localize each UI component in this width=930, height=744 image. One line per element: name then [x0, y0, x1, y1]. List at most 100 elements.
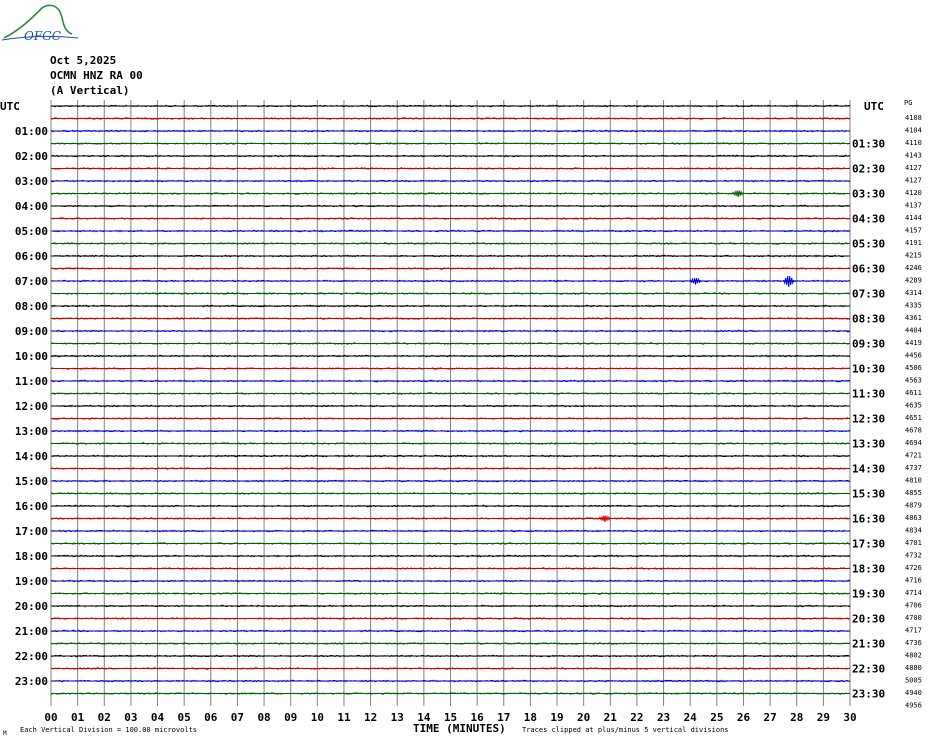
- trace-offset-label: 4732: [905, 552, 922, 560]
- seismic-trace: [51, 454, 851, 458]
- seismic-trace: [50, 679, 851, 683]
- trace-offset-label: 4678: [905, 427, 922, 435]
- trace-offset-label: 4706: [905, 602, 922, 610]
- seismic-trace: [50, 404, 851, 408]
- trace-offset-label: 4419: [905, 339, 922, 347]
- trace-offset-label: 4289: [905, 277, 922, 285]
- hour-label-right: 08:30: [852, 313, 885, 326]
- logo-arc: [3, 4, 73, 39]
- trace-offset-label: 4143: [905, 152, 922, 160]
- seismic-trace: [50, 241, 851, 245]
- trace-offset-label: 4456: [905, 352, 922, 360]
- seismic-trace: [50, 229, 851, 233]
- hour-label-right: 17:30: [852, 538, 885, 551]
- trace-offset-label: 4335: [905, 302, 922, 310]
- hour-label-right: 10:30: [852, 363, 885, 376]
- seismic-event: [732, 190, 744, 198]
- x-tick-label: 21: [604, 711, 618, 724]
- trace-offset-label: 4127: [905, 177, 922, 185]
- trace-offset-label: 4120: [905, 189, 922, 197]
- trace-offset-label: 4611: [905, 389, 922, 397]
- trace-offset-label: 4726: [905, 564, 922, 572]
- hour-label-left: 03:00: [15, 175, 48, 188]
- trace-offset-label: 4404: [905, 327, 922, 335]
- x-tick-label: 25: [710, 711, 723, 724]
- seismic-trace: [50, 441, 850, 446]
- trace-offset-label: 4736: [905, 639, 922, 647]
- seismic-trace: [50, 129, 851, 133]
- trace-offset-label: 4108: [905, 114, 922, 122]
- seismic-trace: [50, 429, 851, 433]
- hour-label-right: 01:30: [852, 138, 885, 151]
- seismic-trace: [50, 279, 851, 283]
- trace-offset-label: 4863: [905, 514, 922, 522]
- trace-offset-label: 4737: [905, 464, 922, 472]
- seismic-trace: [50, 554, 851, 558]
- trace-offset-label: 4127: [905, 164, 922, 172]
- seismic-trace: [50, 104, 851, 108]
- seismic-trace: [50, 616, 851, 621]
- x-tick-label: 10: [311, 711, 324, 724]
- x-tick-label: 07: [231, 711, 244, 724]
- seismic-trace: [50, 529, 851, 533]
- seismic-trace: [50, 566, 851, 570]
- x-tick-label: 13: [391, 711, 404, 724]
- trace-offset-label: 4191: [905, 239, 922, 247]
- header-station: OCMN HNZ RA 00: [50, 69, 143, 82]
- trace-offset-label: 4635: [905, 402, 922, 410]
- hour-label-left: 14:00: [15, 450, 48, 463]
- x-tick-label: 04: [151, 711, 165, 724]
- seismic-trace: [50, 466, 851, 471]
- x-tick-label: 05: [178, 711, 191, 724]
- x-tick-label: 18: [524, 711, 537, 724]
- trace-offset-label: 4810: [905, 477, 922, 485]
- seismic-trace: [50, 316, 851, 321]
- hour-label-right: 19:30: [852, 588, 885, 601]
- hour-label-right: 07:30: [852, 288, 885, 301]
- hour-label-right: 23:30: [852, 688, 885, 701]
- x-tick-label: 01: [71, 711, 85, 724]
- seismic-trace: [50, 204, 851, 208]
- seismic-trace: [50, 629, 851, 633]
- seismic-trace: [50, 166, 851, 171]
- trace-offset-label: 4717: [905, 627, 922, 635]
- seismic-trace: [50, 266, 851, 271]
- trace-offset-label: 4563: [905, 377, 922, 385]
- x-tick-label: 17: [497, 711, 510, 724]
- seismic-trace: [50, 304, 851, 308]
- trace-offset-label: 4802: [905, 652, 922, 660]
- seismic-trace: [50, 516, 851, 521]
- seismic-trace: [50, 154, 850, 158]
- trace-offset-label: 4144: [905, 214, 922, 222]
- x-tick-label: 14: [417, 711, 431, 724]
- hour-label-right: 13:30: [852, 438, 885, 451]
- trace-offset-label: 4215: [905, 252, 922, 260]
- corner-label: PG: [904, 99, 912, 107]
- trace-offset-label: 4314: [905, 289, 922, 297]
- x-tick-label: 02: [98, 711, 111, 724]
- seismic-trace: [50, 591, 850, 596]
- seismic-trace: [50, 254, 851, 258]
- trace-offset-label: 4694: [905, 439, 922, 447]
- hour-label-right: 09:30: [852, 338, 885, 351]
- seismic-event: [783, 275, 795, 288]
- hour-label-left: 22:00: [15, 650, 48, 663]
- trace-offset-label: 4879: [905, 502, 922, 510]
- seismic-trace: [50, 341, 851, 345]
- right-utc-label: UTC: [864, 100, 884, 113]
- x-tick-label: 20: [577, 711, 590, 724]
- hour-label-left: 18:00: [15, 550, 48, 563]
- x-tick-label: 09: [284, 711, 297, 724]
- x-tick-label: 29: [817, 711, 830, 724]
- hour-label-right: 03:30: [852, 188, 885, 201]
- x-tick-label: 03: [124, 711, 137, 724]
- hour-label-left: 17:00: [15, 525, 48, 538]
- logo-text: OFGC: [24, 29, 61, 43]
- seismic-trace: [50, 641, 851, 646]
- x-tick-label: 24: [684, 711, 698, 724]
- x-tick-label: 15: [444, 711, 457, 724]
- seismic-trace: [50, 216, 851, 221]
- trace-offset-label: 4700: [905, 614, 922, 622]
- hour-label-left: 09:00: [15, 325, 48, 338]
